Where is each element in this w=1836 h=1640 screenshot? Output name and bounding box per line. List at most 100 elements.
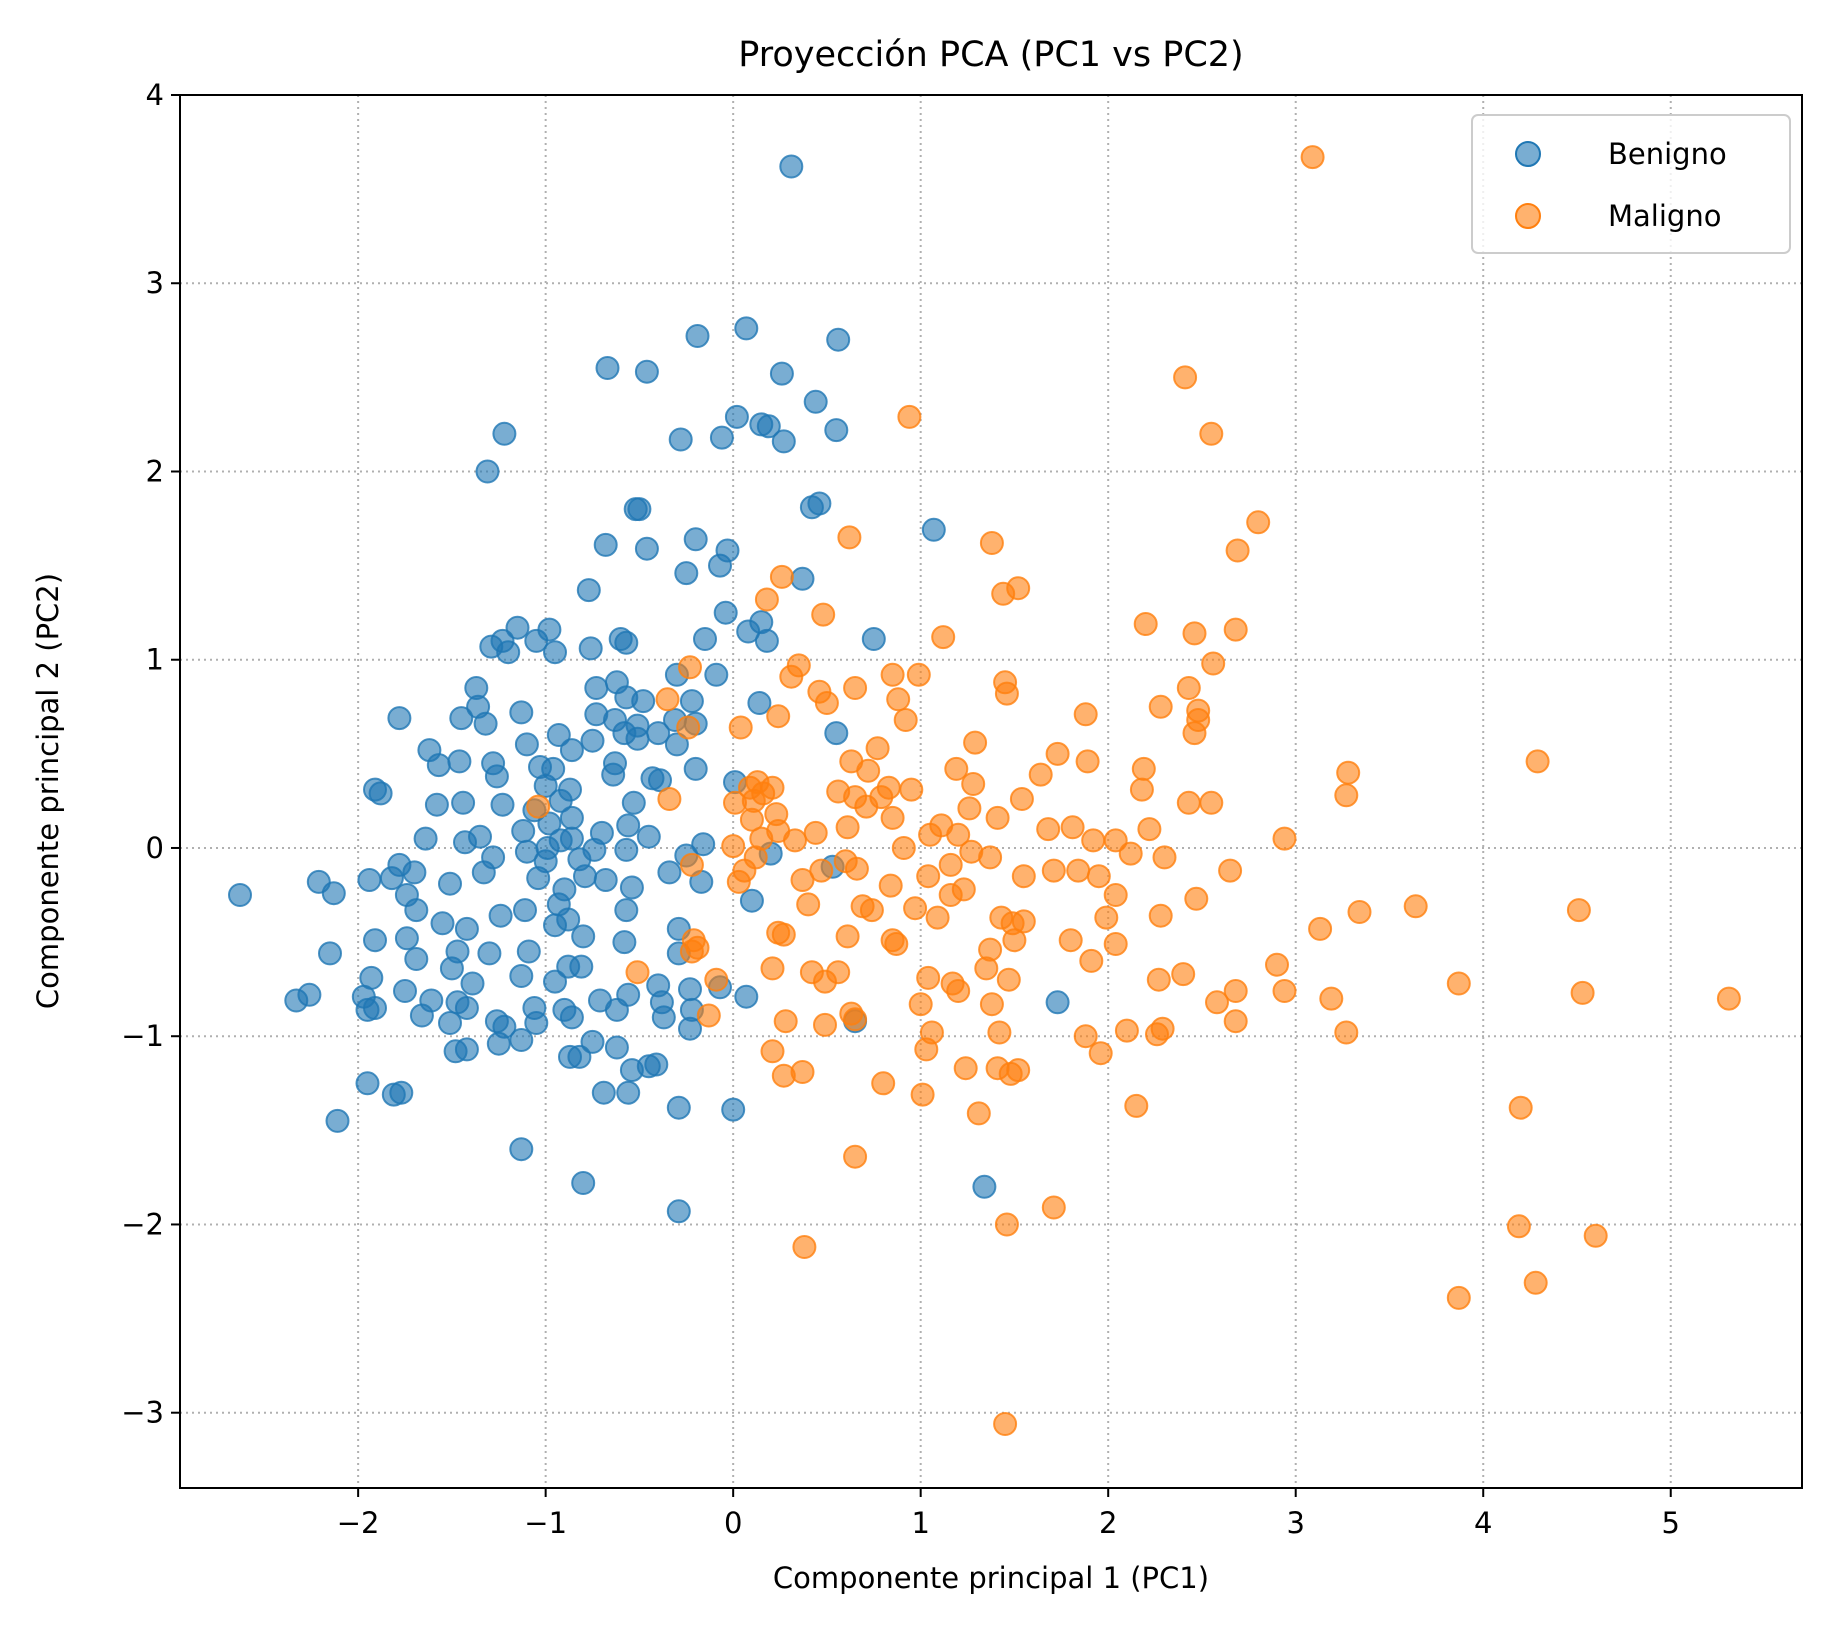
point-maligno [914,1037,939,1062]
point-maligno [884,932,909,956]
point-maligno [906,662,931,687]
point-maligno [994,1212,1019,1237]
point-benigno [402,860,427,885]
point-benigno [454,1037,479,1062]
point-maligno [897,404,922,429]
point-benigno [541,756,566,781]
point-maligno [944,756,969,781]
legend-label-benigno: Benigno [1608,137,1727,171]
point-benigno [693,627,717,651]
point-benigno [471,860,496,885]
point-maligno [728,715,753,740]
point-maligno [760,1039,785,1064]
point-benigno [573,864,597,889]
y-tick-label: −1 [121,1019,164,1053]
point-maligno [1066,858,1091,883]
point-maligno [1218,858,1243,883]
point-benigno [616,813,641,838]
axis-ticks: −2 −1 0 1 2 3 4 5 −3 −2 −1 0 1 2 3 4 [121,78,1680,1540]
point-maligno [1182,621,1207,646]
point-benigno [537,811,562,836]
point-maligno [1150,1016,1175,1041]
point-maligno [1124,1093,1149,1118]
point-benigno [449,706,474,731]
point-benigno [754,628,779,653]
point-maligno [1041,1195,1066,1220]
point-maligno [878,873,903,898]
point-maligno [1011,909,1036,934]
point-benigno [509,700,534,725]
point-maligno [1114,1018,1139,1043]
point-benigno [516,939,541,964]
point-maligno [1184,886,1209,911]
point-maligno [1182,721,1207,746]
legend-marker-maligno [1515,203,1541,229]
x-tick-label: −1 [524,1506,567,1540]
point-benigno [297,982,322,1007]
y-tick-label: −3 [121,1396,164,1430]
point-benigno [678,1016,702,1041]
point-maligno [1131,756,1156,781]
point-benigno [438,1011,462,1035]
point-maligno [743,845,768,870]
point-maligno [996,967,1021,992]
point-benigno [363,777,387,802]
point-maligno [859,898,884,923]
point-maligno [1446,971,1471,996]
point-benigno [666,1095,691,1120]
point-maligno [1088,1041,1113,1066]
point-maligno [891,836,916,860]
point-maligno [1308,916,1333,941]
point-maligno [1525,749,1550,774]
point-maligno [679,852,704,877]
point-benigno [569,954,594,979]
point-benigno [972,1174,997,1199]
point-maligno [739,807,764,832]
point-maligno [1118,841,1143,866]
point-benigno [559,826,584,851]
point-maligno [779,664,804,689]
point-benigno [477,941,502,966]
point-benigno [524,628,549,653]
point-benigno [685,324,710,348]
scatter-points [228,145,1741,1436]
point-benigno [614,898,639,923]
point-maligno [1146,967,1171,992]
point-maligno [987,1020,1012,1045]
point-benigno [1045,990,1070,1015]
point-maligno [1403,894,1428,919]
point-maligno [946,979,971,1003]
point-maligno [835,815,860,840]
point-benigno [511,819,536,843]
point-benigno [651,1005,676,1030]
point-benigno [679,689,704,714]
point-maligno [880,662,905,687]
point-maligno [1006,576,1031,601]
point-maligno [946,822,971,847]
legend: Benigno Maligno [1471,114,1791,254]
point-maligno [1508,1095,1533,1120]
point-benigno [543,640,567,665]
point-benigno [387,706,412,731]
point-maligno [1446,1285,1471,1310]
point-maligno [726,869,751,894]
point-maligno [769,564,794,589]
point-benigno [430,911,455,936]
point-maligno [953,1056,978,1081]
point-maligno [899,777,924,802]
point-benigno [826,327,851,352]
point-maligno [1223,1009,1248,1034]
point-maligno [814,691,839,715]
point-benigno [552,997,577,1022]
point-benigno [721,1097,746,1122]
point-benigno [612,930,637,955]
point-maligno [745,770,770,795]
point-maligno [526,794,551,819]
point-maligno [979,531,1004,555]
point-maligno [854,794,879,819]
point-benigno [625,726,650,751]
point-benigno [691,832,716,857]
point-benigno [454,996,479,1020]
point-benigno [514,732,539,757]
